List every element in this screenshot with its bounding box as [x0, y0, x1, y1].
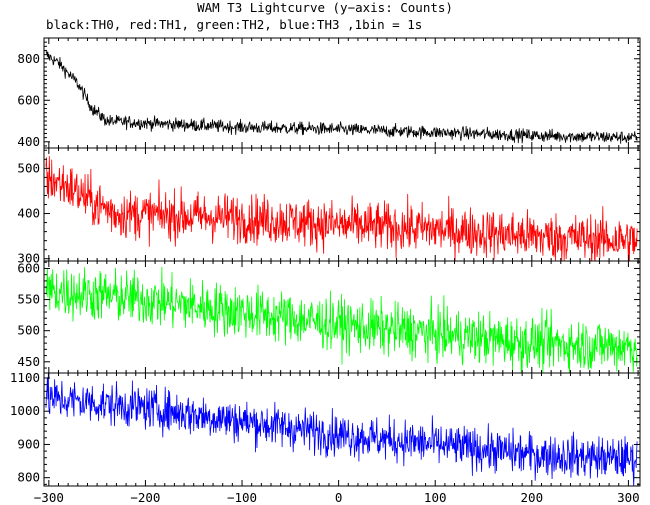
series-th2-line: [45, 266, 638, 373]
x-tick-label: 200: [521, 490, 544, 505]
series-th1-line: [45, 155, 638, 261]
series-th3-line: [45, 373, 638, 486]
y-tick-label: 800: [17, 51, 40, 66]
chart-subtitle: black:TH0, red:TH1, green:TH2, blue:TH3 …: [46, 17, 423, 32]
x-tick-label: −100: [227, 490, 257, 505]
series-th0-line: [45, 50, 638, 144]
y-tick-label: 900: [17, 436, 40, 451]
x-tick-label: −300: [34, 490, 64, 505]
y-tick-label: 600: [17, 260, 40, 275]
y-tick-label: 400: [17, 206, 40, 221]
panel-1-frame: [43, 147, 641, 262]
y-tick-label: 500: [17, 160, 40, 175]
y-tick-label: 1100: [10, 370, 40, 385]
y-tick-label: 550: [17, 292, 40, 307]
x-tick-label: 300: [617, 490, 640, 505]
x-tick-label: −200: [130, 490, 160, 505]
y-tick-label: 450: [17, 354, 40, 369]
y-tick-label: 1000: [10, 403, 40, 418]
y-tick-label: 800: [17, 470, 40, 485]
panel-3-frame: [43, 372, 641, 487]
x-tick-label: 100: [424, 490, 447, 505]
y-tick-label: 300: [17, 251, 40, 266]
y-tick-label: 400: [17, 134, 40, 149]
chart-title: WAM T3 Lightcurve (y−axis: Counts): [197, 0, 453, 15]
y-tick-label: 600: [17, 92, 40, 107]
y-tick-label: 500: [17, 323, 40, 338]
x-tick-label: 0: [335, 490, 343, 505]
